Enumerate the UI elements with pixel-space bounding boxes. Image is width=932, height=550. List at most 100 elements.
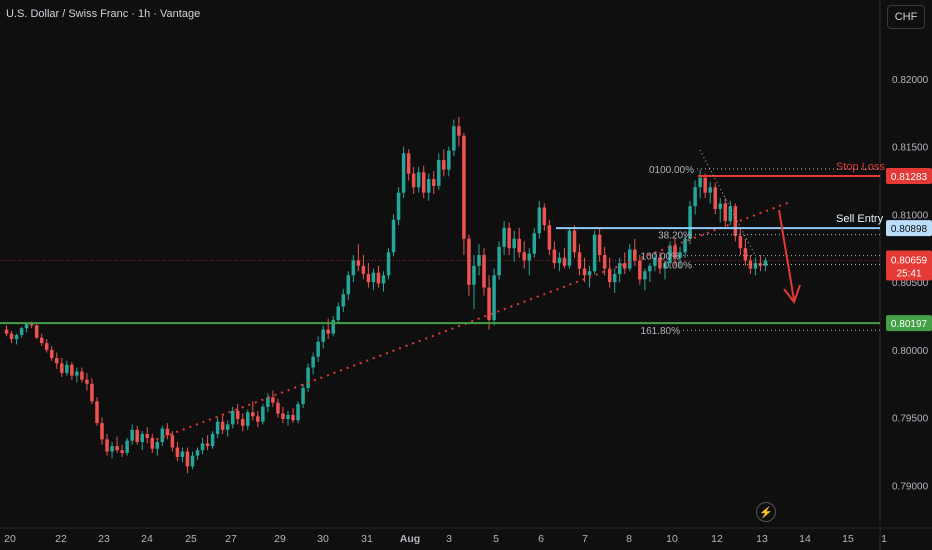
candle-body [251,412,255,417]
current-price-label: 0.80659 [891,256,928,267]
price-level-tag [886,220,932,237]
x-tick-label: 14 [799,533,811,545]
candle-body [301,387,305,405]
candle-body [693,187,697,207]
candle-body [220,421,225,430]
candle-body [14,334,19,340]
candle-body [240,418,245,426]
lightning-icon[interactable]: ⚡ [756,502,776,522]
candle-body [547,225,552,250]
x-tick-label: 5 [493,533,499,545]
candle-body [366,273,371,283]
candle-body [502,227,506,247]
x-tick-label: 8 [626,533,632,545]
currency-button[interactable]: CHF [887,5,925,29]
candle-body [743,248,748,261]
candle-body [356,260,361,266]
candle-body [34,325,39,338]
candle-body [296,404,300,421]
candle-body [557,257,562,264]
candle-body [597,234,602,255]
candle-body [19,328,24,335]
candle-body [386,252,391,276]
price-level-label: 0.80898 [891,224,928,235]
candle-body [442,160,446,170]
candle-body [537,207,542,234]
candle-body [44,343,49,350]
y-tick-label: 0.81500 [892,143,929,154]
x-tick-label: 29 [274,533,286,545]
candle-body [190,455,195,467]
price-level-tag [886,315,932,332]
candle-body [718,203,723,209]
candle-body [205,443,210,447]
candle-body [60,363,64,373]
candle-body [738,236,743,249]
candle-body [336,306,341,321]
candle-body [396,192,401,220]
x-tick-label: 22 [55,533,67,545]
candle-body [125,440,129,453]
candle-body [648,265,652,272]
candle-body [49,349,54,358]
candle-body [628,249,632,269]
candle-body [316,341,320,357]
candle-body [577,252,582,269]
candle-body [24,324,29,329]
candle-body [733,206,738,237]
symbol-title[interactable]: U.S. Dollar / Swiss Franc · 1h · Vantage [6,8,201,20]
candle-body [155,442,160,449]
forecast-arrow-head [783,284,801,305]
candle-body [291,414,295,421]
x-tick-label: 10 [666,533,678,545]
candle-body [271,397,275,403]
candle-body [643,271,647,280]
candle-body [286,414,290,419]
price-level-label: 0.80197 [891,319,928,330]
candle-body [607,268,612,283]
y-tick-label: 0.79500 [892,414,929,425]
fib-level-label: 38.20% [658,231,692,242]
candle-body [225,424,230,430]
candle-body [175,447,180,457]
candle-body [587,271,592,276]
candle-body [763,260,768,266]
candle-body [80,371,84,380]
current-price-tag [886,250,932,281]
candle-body [200,443,205,451]
candle-body [95,401,99,424]
candle-body [622,263,627,269]
x-tick-label: 31 [361,533,373,545]
candle-body [452,126,456,151]
candle-body [90,383,94,402]
candle-body [135,429,139,443]
candle-body [678,252,682,258]
candle-body [492,275,496,321]
fib-level-label: 100.00% [641,252,681,263]
candle-body [602,254,607,269]
fib-diagonal [699,149,756,256]
candle-body [421,172,426,193]
countdown-label: 25:41 [896,269,921,280]
candle-body [532,233,537,254]
x-tick-label: Aug [400,533,420,545]
candle-body [487,287,491,321]
candle-body [4,329,9,334]
candle-body [562,257,567,266]
candle-body [512,238,516,249]
candle-body [582,268,587,276]
candle-body [55,358,59,364]
x-tick-label: 20 [4,533,16,545]
candle-body [29,324,34,326]
candle-body [100,423,104,440]
x-tick-label: 6 [538,533,544,545]
candle-body [331,320,335,334]
candle-body [517,238,521,253]
candle-body [612,273,617,283]
candle-body [567,230,572,266]
candle-body [457,126,461,136]
candle-body [552,249,557,264]
candle-body [467,238,471,285]
candle-body [633,249,637,261]
